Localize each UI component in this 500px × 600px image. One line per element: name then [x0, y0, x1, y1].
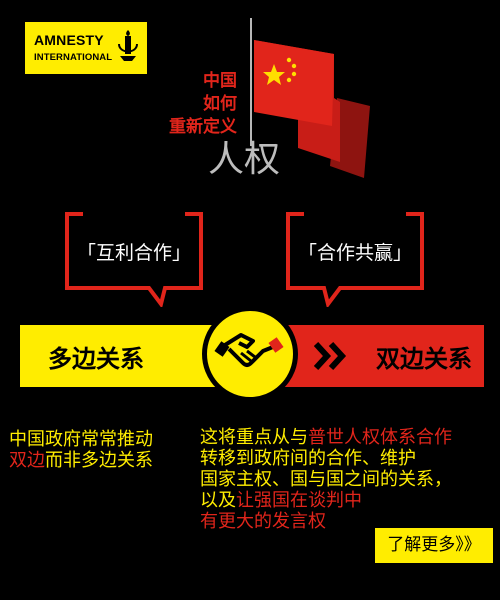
- right-text-line3: 国家主权、国与国之间的关系，: [200, 469, 452, 490]
- speech-bubble-right: 「合作共赢」: [286, 212, 424, 307]
- bilateral-label: 双边关系: [376, 345, 472, 373]
- left-text-rest: 而非多边关系: [45, 450, 153, 471]
- logo-line2: INTERNATIONAL: [34, 52, 113, 63]
- right-text-line4-red: 让强国在谈判中: [236, 490, 362, 511]
- headline-line2: 如何: [203, 94, 237, 114]
- handshake-icon: [214, 333, 284, 367]
- left-text-line1: 中国政府常常推动: [9, 429, 153, 450]
- bubble-left-shape: [65, 212, 203, 307]
- bubble-left-text: 「互利合作」: [76, 241, 191, 264]
- right-text-line1-a: 这将重点从与: [200, 427, 308, 448]
- amnesty-logo: AMNESTY INTERNATIONAL: [25, 22, 147, 74]
- right-text-line1-red: 普世人权体系合作: [308, 427, 452, 448]
- right-text-line5: 有更大的发言权: [200, 511, 326, 532]
- right-text-line4-a: 以及: [200, 490, 236, 511]
- left-text-bilateral: 双边: [9, 450, 45, 471]
- headline-human-rights: 人权: [208, 139, 281, 180]
- headline-line3: 重新定义: [169, 117, 237, 137]
- handshake-circle: [202, 306, 298, 402]
- learn-more-label: 了解更多》》: [387, 535, 481, 555]
- multilateral-label: 多边关系: [48, 345, 144, 373]
- logo-line1: AMNESTY: [34, 32, 104, 48]
- bubble-right-text: 「合作共赢」: [297, 241, 412, 264]
- flag-pole: [250, 18, 252, 146]
- headline-line1: 中国: [203, 71, 237, 91]
- learn-more-button[interactable]: 了解更多》》: [375, 528, 493, 563]
- right-text-line1: 这将重点从与普世人权体系合作: [200, 427, 452, 448]
- china-flag-icon: [254, 40, 370, 178]
- right-text-line4: 以及让强国在谈判中: [200, 490, 362, 511]
- left-text-line2: 双边而非多边关系: [9, 450, 153, 471]
- double-chevron-icon: [314, 341, 347, 371]
- speech-bubble-left: 「互利合作」: [65, 212, 203, 307]
- right-text-line2: 转移到政府间的合作、维护: [200, 448, 416, 469]
- candle-icon: [118, 30, 138, 61]
- bubble-right-shape: [286, 212, 424, 307]
